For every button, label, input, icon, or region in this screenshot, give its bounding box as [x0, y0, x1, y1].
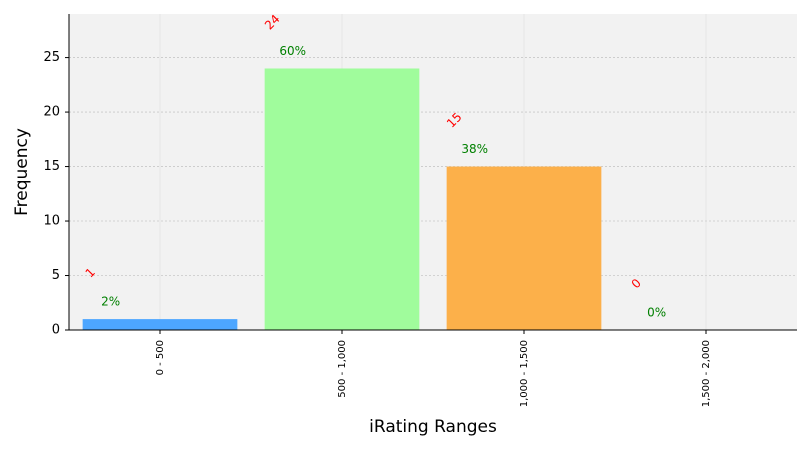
bar [446, 166, 602, 330]
y-tick-label: 5 [52, 268, 60, 283]
y-tick-label: 25 [43, 50, 60, 65]
percent-label: 0% [647, 306, 666, 320]
y-axis-label: Frequency [12, 128, 32, 216]
x-tick-label: 1,500 - 2,000 [701, 340, 712, 407]
y-tick-label: 15 [43, 159, 60, 174]
bar [82, 319, 238, 330]
y-tick-label: 10 [43, 214, 60, 229]
percent-label: 2% [101, 295, 120, 309]
percent-label: 60% [279, 44, 306, 58]
x-axis-label: iRating Ranges [369, 417, 497, 437]
y-tick-label: 20 [43, 105, 60, 120]
y-tick-label: 0 [52, 323, 60, 338]
x-tick-label: 500 - 1,000 [337, 340, 348, 398]
bar [264, 68, 420, 330]
percent-label: 38% [461, 142, 488, 156]
x-tick-label: 1,000 - 1,500 [519, 340, 530, 407]
x-tick-label: 0 - 500 [155, 340, 166, 375]
plot-area [69, 14, 797, 330]
